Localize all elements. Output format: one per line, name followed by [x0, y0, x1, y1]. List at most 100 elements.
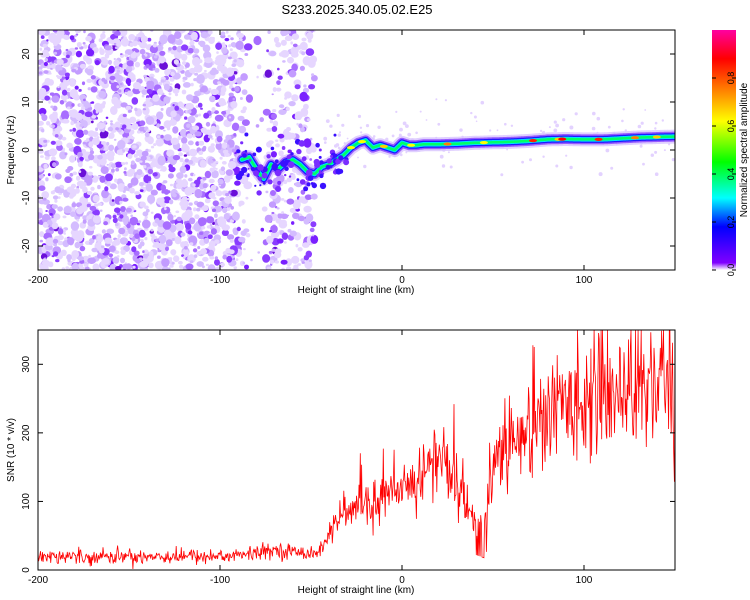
noise-blob	[185, 222, 192, 230]
noise-blob	[235, 40, 244, 51]
noise-blob	[290, 46, 299, 55]
noise-blob	[87, 171, 93, 176]
noise-blob	[49, 213, 53, 216]
noise-blob	[309, 227, 315, 233]
noise-blob	[137, 220, 142, 223]
noise-blob	[92, 194, 100, 203]
noise-blob	[47, 173, 51, 177]
noise-blob	[280, 30, 289, 36]
noise-blob	[480, 100, 485, 105]
noise-blob	[225, 247, 231, 254]
noise-blob	[266, 49, 269, 53]
noise-blob	[145, 183, 153, 192]
noise-blob	[137, 31, 145, 38]
noise-blob	[108, 65, 115, 74]
noise-blob	[168, 199, 174, 205]
trace-spread	[329, 165, 333, 168]
noise-blob	[222, 79, 230, 86]
trace-spread	[338, 155, 344, 161]
noise-blob	[236, 77, 243, 85]
noise-blob	[225, 193, 230, 197]
noise-blob	[437, 122, 441, 126]
noise-blob	[228, 92, 234, 97]
noise-blob	[285, 258, 293, 267]
noise-blob	[222, 149, 229, 154]
noise-blob	[129, 234, 134, 238]
noise-blob	[142, 103, 146, 107]
noise-blob	[184, 116, 188, 120]
noise-blob	[56, 144, 63, 151]
noise-blob	[148, 149, 151, 153]
noise-blob	[289, 230, 297, 237]
noise-blob	[64, 237, 68, 241]
noise-blob	[79, 119, 84, 123]
trace-spread	[255, 146, 262, 153]
noise-blob	[299, 91, 309, 102]
noise-blob	[270, 113, 277, 120]
noise-blob	[204, 69, 207, 73]
noise-blob	[211, 107, 216, 112]
trace-hotspot	[407, 143, 416, 147]
noise-blob	[175, 210, 180, 214]
noise-blob	[52, 40, 59, 46]
noise-blob	[227, 34, 231, 38]
noise-blob	[107, 59, 113, 65]
trace-spread	[267, 179, 273, 185]
noise-blob	[198, 150, 204, 155]
noise-blob	[292, 199, 301, 210]
trace-spread	[306, 182, 311, 187]
noise-blob	[214, 213, 218, 218]
noise-blob	[200, 248, 208, 255]
noise-blob	[199, 87, 205, 93]
noise-blob	[40, 155, 44, 158]
noise-blob	[233, 71, 238, 75]
noise-blob	[98, 38, 103, 43]
trace-spread	[274, 169, 282, 177]
noise-blob	[65, 168, 71, 173]
y-tick-label: 0	[21, 567, 32, 573]
noise-blob	[284, 35, 293, 42]
noise-blob	[49, 113, 58, 121]
trace-spread	[244, 132, 249, 137]
noise-blob	[114, 222, 119, 227]
noise-blob	[43, 70, 49, 74]
noise-blob	[145, 208, 150, 213]
snr-panel: -200 -100 0 100 0 100 200 300 Height of straigh…	[6, 329, 676, 596]
noise-blob	[142, 267, 149, 270]
noise-blob	[42, 43, 48, 48]
noise-blob	[223, 161, 227, 165]
noise-blob	[180, 232, 186, 237]
noise-blob	[163, 96, 171, 104]
noise-blob	[301, 261, 305, 264]
noise-blob	[74, 138, 82, 145]
noise-blob	[278, 104, 285, 109]
noise-blob	[291, 255, 300, 264]
trace-spread	[305, 169, 313, 177]
noise-blob	[87, 87, 92, 91]
x-tick-label: -100	[210, 275, 230, 286]
noise-blob	[372, 135, 376, 138]
noise-blob	[168, 47, 172, 51]
noise-blob	[661, 119, 664, 122]
noise-blob	[245, 233, 251, 238]
noise-blob	[151, 158, 158, 165]
noise-blob	[56, 31, 64, 37]
noise-blob	[276, 207, 280, 210]
noise-blob	[60, 110, 70, 120]
noise-blob	[196, 261, 204, 267]
noise-blob	[425, 119, 428, 121]
noise-blob	[52, 238, 59, 244]
noise-blob	[86, 49, 95, 57]
noise-blob	[121, 215, 130, 224]
noise-blob	[187, 115, 196, 124]
noise-blob	[53, 251, 59, 257]
noise-blob	[119, 200, 123, 205]
noise-blob	[297, 263, 302, 266]
noise-blob	[104, 186, 109, 192]
noise-blob	[208, 240, 216, 248]
noise-blob	[74, 188, 80, 194]
noise-blob	[62, 118, 69, 124]
noise-blob	[125, 65, 133, 73]
noise-blob	[306, 118, 311, 122]
noise-blob	[266, 235, 274, 244]
